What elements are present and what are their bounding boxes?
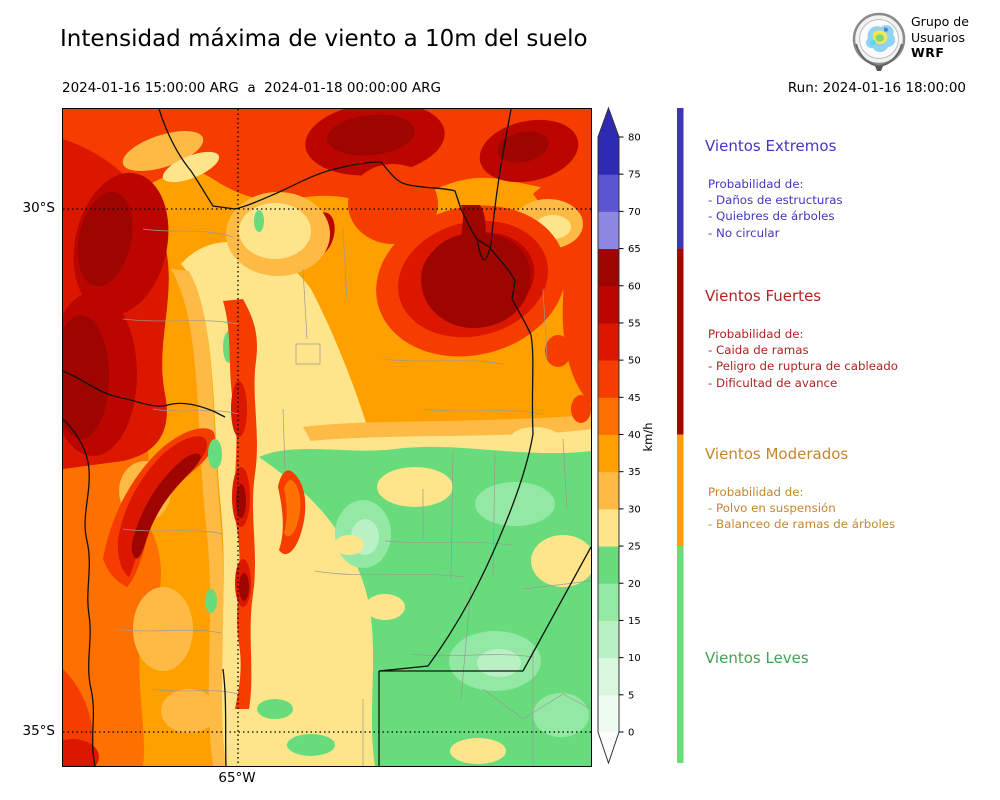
category-range-bar	[677, 108, 684, 249]
colorbar-tick-label: 60	[628, 281, 641, 292]
colorbar-segment	[598, 248, 619, 287]
model-run-label: Run: 2024-01-16 18:00:00	[787, 80, 966, 96]
category-title: Vientos Moderados	[705, 445, 849, 463]
category-probability-list: Probabilidad de: - Polvo en suspensión - B…	[705, 484, 895, 533]
category-block: Vientos Extremos Probabilidad de: - Daños …	[705, 137, 843, 241]
colorbar-tick-label: 45	[628, 393, 641, 404]
colorbar-tick-label: 80	[628, 133, 641, 144]
colorbar-tick-label: 35	[628, 467, 641, 478]
colorbar-tick-label: 25	[628, 542, 641, 553]
colorbar-tick-label: 75	[628, 170, 641, 181]
wrf-logo-emblem	[852, 12, 906, 71]
probability-title: Probabilidad de:	[708, 177, 804, 191]
wind-intensity-contours	[63, 109, 591, 766]
category-range-bar	[677, 248, 684, 435]
colorbar-tick-label: 5	[628, 690, 634, 701]
colorbar-segment	[598, 322, 619, 361]
forecast-period-label: 2024-01-16 15:00:00 ARG a 2024-01-18 00:…	[62, 80, 441, 96]
colorbar-segment	[598, 694, 619, 733]
colorbar-tick-label: 40	[628, 430, 641, 441]
colorbar-tick-label: 55	[628, 318, 641, 329]
category-range-bar	[677, 434, 684, 547]
colorbar-tick-label: 65	[628, 244, 641, 255]
category-block: Vientos Leves	[705, 649, 809, 688]
probability-title: Probabilidad de:	[708, 485, 804, 499]
probability-item: - Polvo en suspensión	[708, 501, 836, 516]
category-title: Vientos Fuertes	[705, 287, 822, 305]
wind-intensity-map	[62, 108, 592, 767]
probability-title: Probabilidad de:	[708, 327, 804, 341]
colorbar-tick-label: 15	[628, 616, 641, 627]
probability-item: - Daños de estructuras	[708, 193, 843, 208]
colorbar-segment	[598, 546, 619, 584]
x-tick-label: 65°W	[218, 770, 256, 786]
logo-text: Grupo de Usuarios WRF	[911, 14, 969, 61]
colorbar-under-arrow	[598, 732, 619, 763]
colorbar-segment	[598, 583, 619, 621]
colorbar-segment	[598, 397, 619, 435]
probability-item: - Balanceo de ramas de árboles	[708, 517, 896, 532]
page-title: Intensidad máxima de viento a 10m del su…	[60, 26, 588, 52]
colorbar-segment	[598, 471, 619, 510]
province-borders	[63, 109, 591, 766]
wrf-logo	[848, 8, 912, 74]
colorbar-unit-label: km/h	[641, 422, 655, 451]
colorbar-segment	[598, 360, 619, 398]
probability-item: - Caida de ramas	[708, 343, 809, 358]
category-title: Vientos Leves	[705, 649, 809, 667]
category-block: Vientos Fuertes Probabilidad de: - Caida d…	[705, 287, 898, 391]
colorbar-segment	[598, 657, 619, 696]
colorbar-segment	[598, 137, 619, 175]
colorbar-tick-label: 10	[628, 653, 641, 664]
category-title: Vientos Extremos	[705, 137, 837, 155]
wind-speed-colorbar: 0 5 10 15 20 25 30 35 40 45 50 55 60 65 70 75 80 km/h	[597, 106, 684, 765]
colorbar-segment	[598, 620, 619, 659]
colorbar-tick-label: 20	[628, 579, 641, 590]
colorbar-tick-label: 50	[628, 356, 641, 367]
department-borders	[112, 228, 591, 766]
category-probability-list: Probabilidad de: - Caida de ramas - Peligr…	[705, 326, 898, 391]
colorbar-segment	[598, 285, 619, 324]
category-probability-list: Probabilidad de: - Daños de estructuras - …	[705, 176, 843, 241]
colorbar-over-arrow	[598, 108, 619, 137]
probability-item: - Peligro de ruptura de cableado	[708, 359, 898, 374]
y-tick-label: 35°S	[22, 723, 56, 739]
colorbar-tick-label: 0	[628, 728, 634, 739]
probability-item: - Dificultad de avance	[708, 375, 838, 390]
logo-text-line2: Usuarios	[911, 29, 966, 45]
colorbar-tick-label: 70	[628, 207, 641, 218]
colorbar-segment	[598, 508, 619, 547]
colorbar-segment	[598, 434, 619, 473]
wind-category-legend: Vientos Extremos Probabilidad de: - Daños …	[705, 0, 997, 800]
probability-item: - Quiebres de árboles	[708, 209, 835, 224]
colorbar-segment	[598, 211, 619, 250]
category-block: Vientos Moderados Probabilidad de: - Polvo…	[705, 445, 895, 533]
logo-text-line3: WRF	[911, 45, 945, 60]
colorbar-segment	[598, 174, 619, 212]
graticule-lines	[63, 109, 591, 766]
y-tick-label: 30°S	[22, 200, 56, 216]
probability-item: - No circular	[708, 225, 780, 240]
colorbar-tick-label: 30	[628, 504, 641, 515]
logo-text-line1: Grupo de	[911, 14, 969, 29]
category-range-bar	[677, 546, 684, 763]
